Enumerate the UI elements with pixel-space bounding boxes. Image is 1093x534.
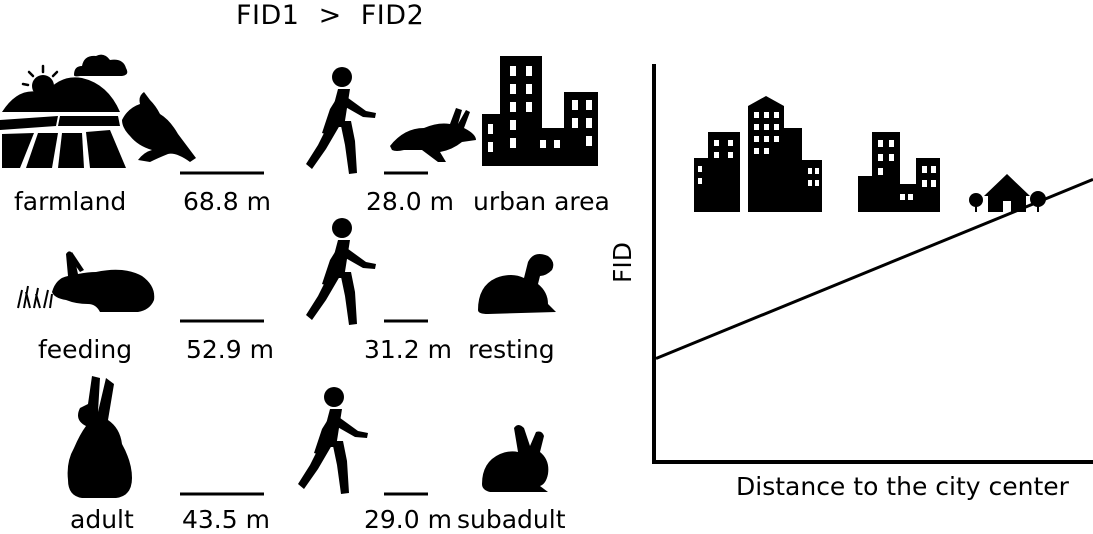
- large-city-icon: [694, 96, 822, 212]
- row3-right-label: subadult: [457, 505, 566, 534]
- header-operator: >: [318, 0, 342, 31]
- row3-left-label: adult: [70, 505, 134, 534]
- row1-right-label: urban area: [473, 187, 610, 216]
- chart-trend-line: [655, 178, 1093, 360]
- city-skyline-icon: [482, 56, 598, 166]
- row1-fid1-value: 68.8 m: [183, 187, 271, 216]
- walking-person-icon-2: [306, 218, 376, 325]
- row2-fid1-value: 52.9 m: [186, 335, 274, 364]
- subadult-rabbit-icon: [482, 425, 549, 492]
- row2-right-label: resting: [468, 335, 555, 364]
- header-formula: FID1 > FID2: [236, 2, 424, 29]
- row3-fid2-value: 29.0 m: [364, 505, 452, 534]
- walking-person-icon: [306, 67, 376, 174]
- village-house-icon: [969, 174, 1046, 212]
- header-fid1: FID1: [236, 0, 300, 31]
- small-city-icon: [858, 132, 940, 212]
- resting-rabbit-icon: [478, 254, 556, 314]
- feeding-rabbit-icon: [17, 251, 155, 312]
- fid-distance-chart: [652, 64, 1093, 464]
- row1-left-label: farmland: [14, 187, 127, 216]
- adult-rabbit-icon: [67, 376, 132, 498]
- running-rabbit-icon: [390, 108, 476, 162]
- farmland-landscape-icon: [0, 54, 196, 168]
- row2-fid2-value: 31.2 m: [364, 335, 452, 364]
- walking-person-icon-3: [298, 387, 368, 494]
- row1-fid2-value: 28.0 m: [366, 187, 454, 216]
- row2-left-label: feeding: [38, 335, 133, 364]
- chart-x-axis-label: Distance to the city center: [736, 472, 1069, 501]
- row3-fid1-value: 43.5 m: [182, 505, 270, 534]
- header-fid2: FID2: [360, 0, 425, 31]
